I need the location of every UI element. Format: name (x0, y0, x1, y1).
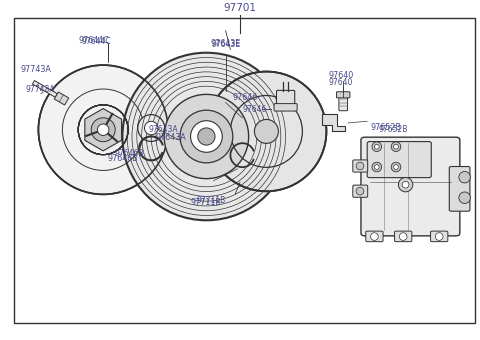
Ellipse shape (356, 162, 364, 170)
Ellipse shape (374, 165, 379, 169)
Ellipse shape (459, 192, 470, 203)
FancyBboxPatch shape (353, 185, 368, 197)
FancyBboxPatch shape (276, 90, 295, 105)
Ellipse shape (38, 65, 168, 194)
Ellipse shape (435, 233, 443, 240)
Text: 97643E: 97643E (210, 39, 241, 48)
Text: 97646B: 97646B (115, 149, 144, 158)
Ellipse shape (459, 171, 470, 183)
Polygon shape (54, 92, 69, 105)
Ellipse shape (198, 128, 215, 145)
FancyBboxPatch shape (353, 160, 368, 172)
Text: 97646: 97646 (242, 105, 266, 114)
FancyBboxPatch shape (431, 231, 448, 242)
Ellipse shape (372, 142, 382, 151)
Ellipse shape (206, 71, 326, 191)
Polygon shape (85, 108, 121, 151)
Ellipse shape (399, 233, 407, 240)
FancyBboxPatch shape (336, 92, 350, 98)
Ellipse shape (254, 119, 278, 143)
Polygon shape (33, 81, 57, 97)
Ellipse shape (191, 121, 222, 152)
Ellipse shape (402, 181, 409, 188)
Ellipse shape (374, 144, 379, 149)
Text: 97743A: 97743A (26, 85, 56, 94)
Ellipse shape (180, 110, 233, 163)
Text: 97640: 97640 (329, 78, 353, 87)
Text: 97646: 97646 (232, 93, 257, 102)
Text: 97643A: 97643A (155, 133, 186, 142)
Ellipse shape (122, 53, 290, 220)
Text: 97652B: 97652B (371, 122, 402, 132)
Text: 97640: 97640 (328, 71, 353, 80)
FancyBboxPatch shape (361, 137, 460, 236)
Ellipse shape (97, 124, 109, 135)
Ellipse shape (391, 162, 401, 172)
Ellipse shape (91, 118, 115, 142)
FancyBboxPatch shape (367, 141, 432, 177)
Text: 97711B: 97711B (191, 198, 222, 207)
Text: 97743A: 97743A (21, 65, 51, 74)
FancyBboxPatch shape (449, 167, 470, 211)
Ellipse shape (394, 144, 398, 149)
Ellipse shape (371, 233, 378, 240)
FancyBboxPatch shape (274, 104, 297, 111)
FancyBboxPatch shape (366, 231, 383, 242)
Ellipse shape (372, 162, 382, 172)
Text: 97643E: 97643E (211, 40, 240, 49)
Text: 97711B: 97711B (197, 197, 226, 205)
Ellipse shape (394, 165, 398, 169)
Text: 97644C: 97644C (78, 36, 109, 45)
Ellipse shape (144, 121, 158, 135)
Ellipse shape (356, 187, 364, 195)
FancyBboxPatch shape (339, 97, 348, 111)
Ellipse shape (398, 177, 413, 192)
Text: 97652B: 97652B (379, 125, 408, 134)
Text: 97644C: 97644C (81, 37, 111, 46)
Text: 97646B: 97646B (107, 154, 138, 163)
Text: 97701: 97701 (224, 3, 256, 13)
Ellipse shape (164, 95, 249, 178)
Text: 97643A: 97643A (148, 125, 178, 134)
Ellipse shape (391, 142, 401, 151)
Ellipse shape (138, 115, 165, 141)
Polygon shape (322, 115, 345, 132)
FancyBboxPatch shape (395, 231, 412, 242)
